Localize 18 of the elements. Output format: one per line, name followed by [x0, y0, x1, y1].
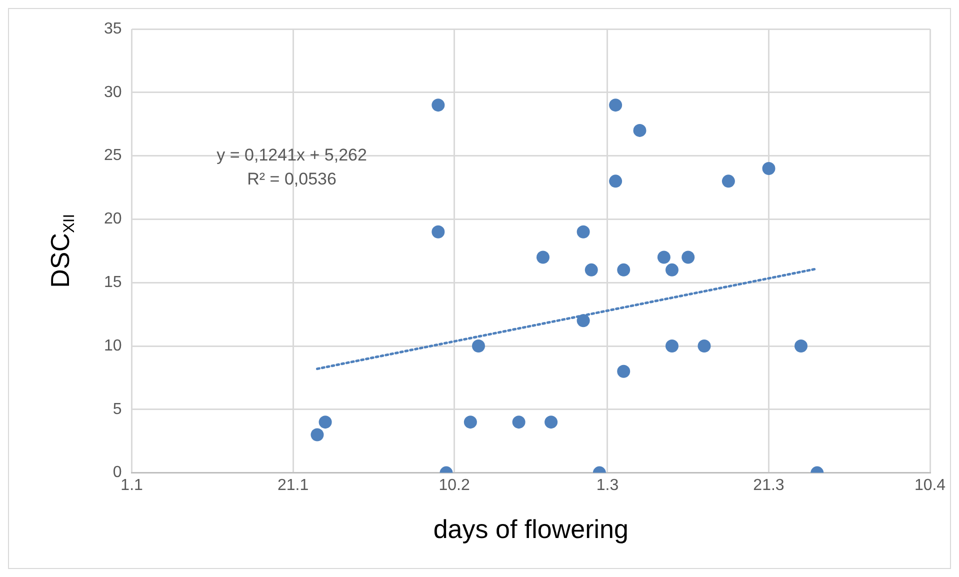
- y-tick-label: 0: [112, 464, 122, 482]
- y-tick-label: 35: [104, 20, 122, 38]
- y-tick-label: 30: [104, 84, 122, 101]
- y-tick-label: 10: [104, 337, 122, 354]
- annotation: R² = 0,0536: [247, 170, 336, 189]
- y-tick-label: 5: [112, 400, 122, 418]
- x-tick-label: 10.2: [438, 476, 470, 494]
- x-tick-label: 21.3: [753, 476, 784, 494]
- y-axis-title: DSCXII: [44, 214, 78, 288]
- y-tick-label: 20: [104, 210, 122, 228]
- x-tick-label: 1.1: [120, 476, 144, 494]
- y-tick-label: 25: [104, 147, 122, 164]
- x-tick-label: 10.4: [914, 476, 946, 494]
- x-tick-label: 21.1: [277, 476, 309, 494]
- y-tick-label: 15: [104, 274, 122, 292]
- x-axis-title: days of flowering: [433, 514, 628, 544]
- x-tick-label: 1.3: [596, 476, 619, 494]
- annotation: y = 0,1241x + 5,262: [216, 146, 367, 165]
